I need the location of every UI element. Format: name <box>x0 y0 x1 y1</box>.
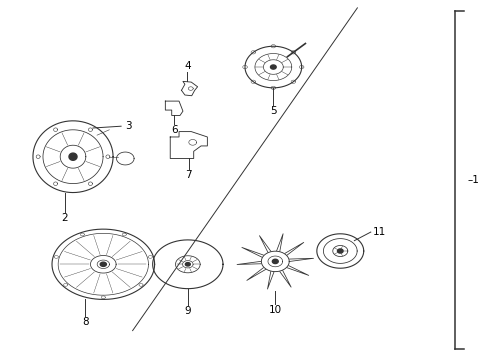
Text: 10: 10 <box>269 305 282 315</box>
Text: 8: 8 <box>82 317 89 327</box>
Polygon shape <box>338 249 343 253</box>
Polygon shape <box>100 262 106 266</box>
Text: 5: 5 <box>270 107 277 117</box>
Text: 2: 2 <box>62 213 68 223</box>
Text: –1: –1 <box>467 175 479 185</box>
Text: 6: 6 <box>171 126 177 135</box>
Text: 9: 9 <box>185 306 191 316</box>
Polygon shape <box>69 153 77 160</box>
Text: 11: 11 <box>373 227 387 237</box>
Polygon shape <box>270 65 276 69</box>
Text: 3: 3 <box>125 121 132 131</box>
Text: 4: 4 <box>184 61 191 71</box>
Polygon shape <box>272 259 278 264</box>
Text: 7: 7 <box>186 170 192 180</box>
Polygon shape <box>185 262 190 266</box>
